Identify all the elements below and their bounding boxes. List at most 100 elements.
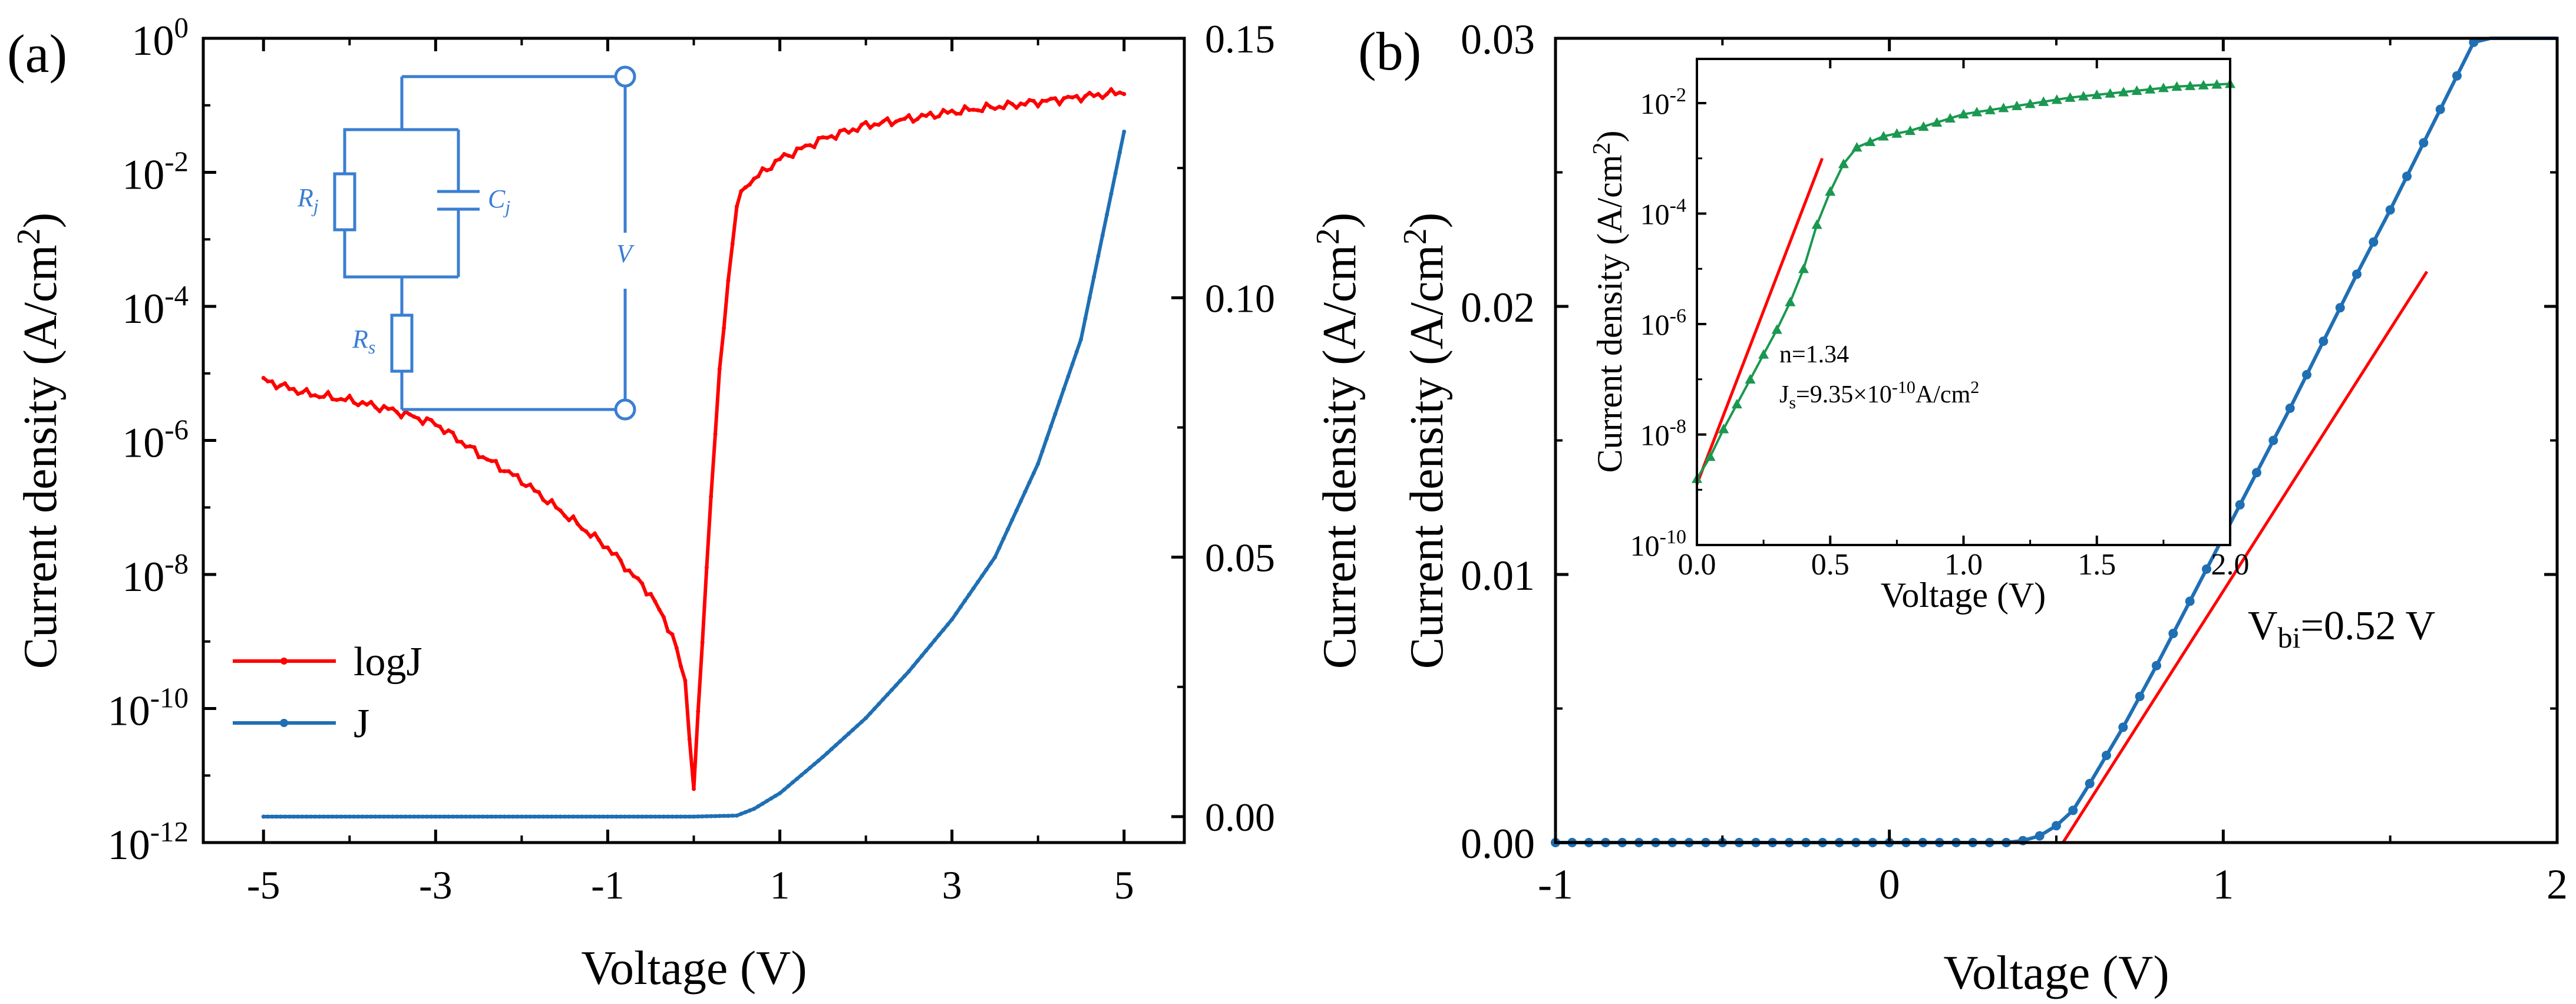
j-point bbox=[976, 580, 980, 584]
logj-point bbox=[838, 128, 843, 133]
logj-point bbox=[1014, 105, 1019, 110]
logj-point bbox=[1044, 98, 1049, 103]
j-point bbox=[631, 814, 636, 819]
j-point bbox=[649, 814, 653, 819]
logj-point bbox=[993, 107, 998, 111]
j-point bbox=[666, 814, 671, 819]
j-point bbox=[670, 814, 675, 819]
y-left-tick-label-a: 10-6 bbox=[122, 413, 189, 466]
j-point bbox=[932, 638, 937, 642]
logj-point bbox=[902, 117, 907, 121]
j-point bbox=[1100, 233, 1105, 238]
logj-point bbox=[627, 568, 632, 573]
j-point bbox=[580, 814, 584, 819]
j-point bbox=[377, 814, 382, 819]
logj-point bbox=[868, 125, 873, 130]
logj-point bbox=[584, 529, 589, 534]
j-point bbox=[1109, 191, 1114, 196]
j-point bbox=[309, 814, 313, 819]
y-left-tick-label-a: 10-4 bbox=[122, 279, 189, 332]
logj-point bbox=[1118, 90, 1122, 95]
logj-point bbox=[971, 107, 976, 112]
logj-point bbox=[322, 395, 326, 399]
j-point bbox=[584, 814, 589, 819]
j-point bbox=[334, 814, 339, 819]
x-tick-label-a: -3 bbox=[419, 863, 453, 907]
inset-y-tick-label: 10-4 bbox=[1640, 195, 1686, 231]
j-point bbox=[399, 814, 404, 819]
j-point bbox=[765, 799, 770, 803]
logj-point bbox=[980, 109, 985, 114]
y-tick-label-b: 0.00 bbox=[1461, 820, 1535, 867]
j-point-b bbox=[2385, 205, 2395, 215]
j-point bbox=[541, 814, 546, 819]
j-point bbox=[291, 814, 296, 819]
j-point bbox=[752, 807, 757, 811]
j-point bbox=[382, 814, 387, 819]
j-point bbox=[545, 814, 550, 819]
logj-point bbox=[567, 518, 572, 523]
j-point bbox=[528, 814, 533, 819]
logj-point bbox=[425, 416, 430, 421]
logj-point bbox=[855, 128, 860, 133]
j-point bbox=[507, 814, 511, 819]
j-point bbox=[274, 814, 279, 819]
logj-point bbox=[1079, 99, 1084, 104]
j-point bbox=[1057, 399, 1062, 404]
j-point-b bbox=[2268, 435, 2278, 445]
logj-point bbox=[429, 418, 434, 422]
inset-point bbox=[2105, 88, 2116, 98]
inset-y-tick-label: 10-2 bbox=[1640, 84, 1686, 120]
x-tick-label-b: 2 bbox=[2547, 861, 2568, 908]
logj-point bbox=[894, 119, 899, 124]
logj-point bbox=[988, 105, 993, 110]
logj-point bbox=[377, 409, 382, 414]
j-point bbox=[360, 814, 365, 819]
logj-point bbox=[760, 166, 765, 171]
j-point bbox=[330, 814, 335, 819]
logj-point bbox=[730, 242, 735, 246]
logj-point bbox=[851, 127, 856, 132]
logj-point bbox=[274, 386, 279, 391]
y-right-label-a: Current density (A/cm2) bbox=[1310, 213, 1366, 669]
logj-point bbox=[442, 431, 447, 435]
j-point bbox=[1087, 295, 1092, 300]
j-point bbox=[558, 814, 563, 819]
logj-point bbox=[485, 457, 490, 462]
j-point bbox=[730, 813, 735, 818]
j-point bbox=[575, 814, 580, 819]
j-point bbox=[773, 794, 778, 798]
logj-point bbox=[834, 136, 838, 141]
inset-point bbox=[1731, 398, 1742, 409]
inset-point bbox=[2185, 80, 2196, 90]
logj-point bbox=[649, 592, 653, 596]
logj-point bbox=[601, 545, 606, 550]
j-point bbox=[322, 814, 326, 819]
j-point bbox=[786, 784, 791, 788]
logj-point bbox=[795, 146, 800, 151]
logj-point bbox=[756, 174, 761, 179]
logj-point bbox=[489, 459, 494, 463]
j-point-b bbox=[2052, 821, 2061, 831]
j-point bbox=[614, 814, 619, 819]
j-point bbox=[735, 813, 739, 818]
j-point-b bbox=[2185, 596, 2195, 606]
j-point bbox=[287, 814, 292, 819]
y-left-tick-label-a: 10-8 bbox=[122, 547, 189, 600]
j-point bbox=[885, 692, 890, 697]
inset-point bbox=[2012, 100, 2022, 110]
inset-circuit bbox=[333, 65, 636, 421]
logj-point bbox=[846, 130, 851, 135]
j-point bbox=[920, 653, 924, 658]
j-point bbox=[283, 814, 288, 819]
logj-point bbox=[692, 787, 696, 791]
j-point bbox=[657, 814, 662, 819]
logj-point bbox=[722, 326, 726, 331]
j-point bbox=[709, 814, 714, 818]
logj-point bbox=[1100, 95, 1105, 100]
logj-point bbox=[360, 399, 365, 404]
panel-a-label: (a) bbox=[7, 24, 67, 84]
logj-point bbox=[558, 508, 563, 513]
logj-point bbox=[610, 551, 615, 556]
